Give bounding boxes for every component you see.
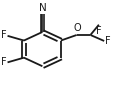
Text: N: N <box>38 3 46 13</box>
Text: F: F <box>104 36 110 46</box>
Text: F: F <box>95 26 100 36</box>
Text: O: O <box>72 23 80 33</box>
Text: F: F <box>1 30 7 40</box>
Text: F: F <box>1 57 7 67</box>
